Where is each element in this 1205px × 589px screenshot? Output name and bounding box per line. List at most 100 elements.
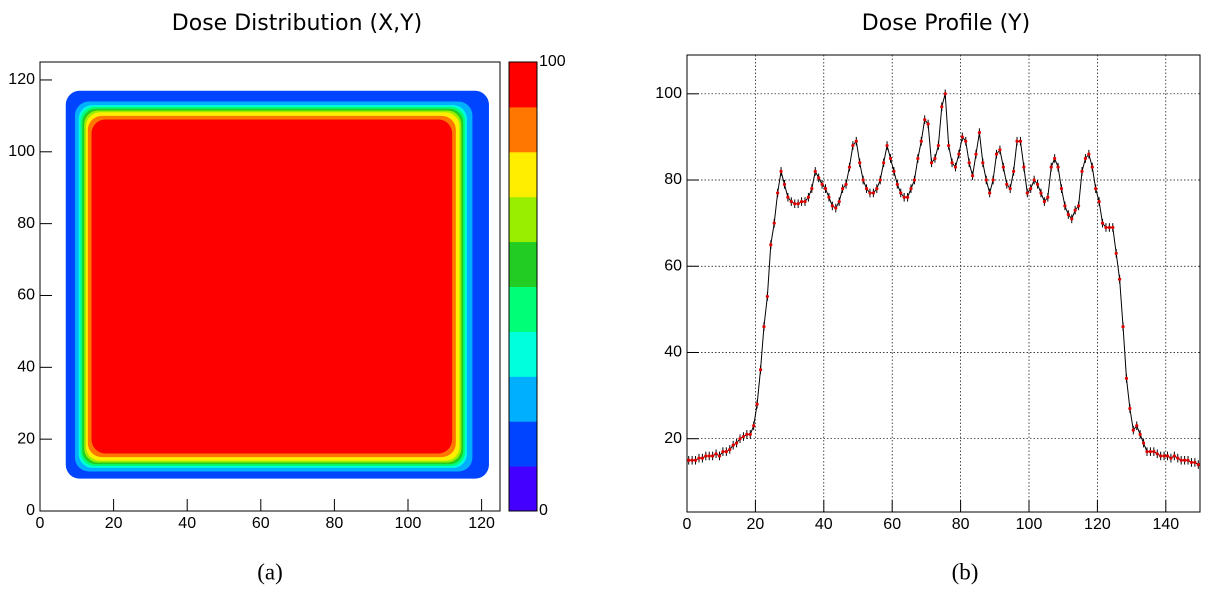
point xyxy=(926,122,930,126)
point xyxy=(738,437,742,441)
point xyxy=(745,432,749,436)
point xyxy=(1145,450,1149,454)
point xyxy=(704,454,708,458)
point xyxy=(741,434,746,439)
point xyxy=(1059,187,1064,191)
point xyxy=(1018,139,1023,143)
point xyxy=(779,169,783,174)
point xyxy=(929,161,934,165)
point xyxy=(711,454,715,458)
point xyxy=(1005,182,1009,186)
profile-line xyxy=(688,93,1199,465)
colorbar-swatch xyxy=(509,241,537,287)
point xyxy=(1121,325,1125,329)
point xyxy=(1008,187,1012,191)
point xyxy=(970,174,975,178)
point xyxy=(892,169,896,174)
point xyxy=(1141,441,1146,445)
y-tick-label: 60 xyxy=(664,257,682,274)
colorbar-frame xyxy=(508,61,538,512)
point xyxy=(1138,432,1142,436)
point xyxy=(1001,165,1005,169)
point xyxy=(1131,428,1135,432)
point xyxy=(858,161,862,165)
x-tick-label: 80 xyxy=(326,515,344,532)
point xyxy=(1148,450,1153,454)
caption: (b) xyxy=(952,559,979,584)
point xyxy=(810,187,814,191)
point xyxy=(731,443,735,447)
point xyxy=(977,131,982,135)
point xyxy=(871,191,875,195)
x-tick-label: 0 xyxy=(36,515,45,532)
chart-title: Dose Distribution (X,Y) xyxy=(172,11,422,36)
point xyxy=(1035,182,1040,186)
point xyxy=(1111,225,1115,230)
point xyxy=(1100,221,1105,225)
point xyxy=(1046,195,1050,199)
point xyxy=(707,454,711,458)
point xyxy=(1176,456,1180,460)
point xyxy=(1029,187,1033,191)
point xyxy=(950,161,954,165)
point xyxy=(827,195,831,199)
point xyxy=(796,202,800,206)
point xyxy=(1196,462,1200,467)
point xyxy=(772,221,776,225)
y-tick-label: 80 xyxy=(664,171,682,188)
point xyxy=(916,156,920,161)
point xyxy=(758,368,763,372)
point xyxy=(776,191,780,195)
y-tick-label: 100 xyxy=(8,143,35,160)
point xyxy=(1056,165,1060,169)
y-tick-label: 80 xyxy=(17,215,35,232)
point xyxy=(1118,277,1122,281)
point xyxy=(1076,204,1081,208)
point xyxy=(714,452,718,456)
point xyxy=(933,156,937,161)
point xyxy=(1172,454,1176,458)
point xyxy=(813,169,817,174)
point xyxy=(837,199,841,204)
y-tick-label: 0 xyxy=(26,502,35,519)
point xyxy=(923,118,927,122)
point xyxy=(793,202,797,206)
point xyxy=(765,294,769,299)
contour-region xyxy=(91,119,453,454)
point xyxy=(902,195,906,199)
point xyxy=(864,187,869,191)
colorbar-swatch xyxy=(509,421,537,467)
point xyxy=(988,191,992,195)
colorbar-swatch xyxy=(509,106,537,153)
point xyxy=(878,178,882,182)
point xyxy=(1189,460,1194,465)
x-tick-label: 100 xyxy=(1016,516,1043,533)
point xyxy=(752,424,756,428)
point xyxy=(1049,165,1053,169)
point xyxy=(717,454,722,458)
y-tick-label: 20 xyxy=(17,430,35,447)
plot-frame xyxy=(686,54,1201,513)
point xyxy=(1186,458,1190,462)
caption: (a) xyxy=(257,559,283,584)
y-tick-label: 40 xyxy=(664,344,682,361)
point xyxy=(762,325,766,329)
point xyxy=(967,161,971,165)
point xyxy=(943,92,947,96)
point xyxy=(769,243,773,247)
point xyxy=(1073,208,1077,212)
colorbar-swatch xyxy=(509,62,537,108)
point xyxy=(782,182,787,186)
colorbar-swatch xyxy=(509,286,537,332)
point xyxy=(690,458,694,462)
point xyxy=(799,199,804,204)
x-tick-label: 20 xyxy=(747,516,765,533)
colorbar-label: 100 xyxy=(539,53,566,70)
point xyxy=(1080,169,1084,174)
point xyxy=(748,432,752,436)
colorbar-swatch xyxy=(509,151,537,198)
point xyxy=(1087,152,1091,156)
point xyxy=(844,182,848,186)
point xyxy=(803,199,807,204)
x-tick-label: 40 xyxy=(178,515,196,532)
